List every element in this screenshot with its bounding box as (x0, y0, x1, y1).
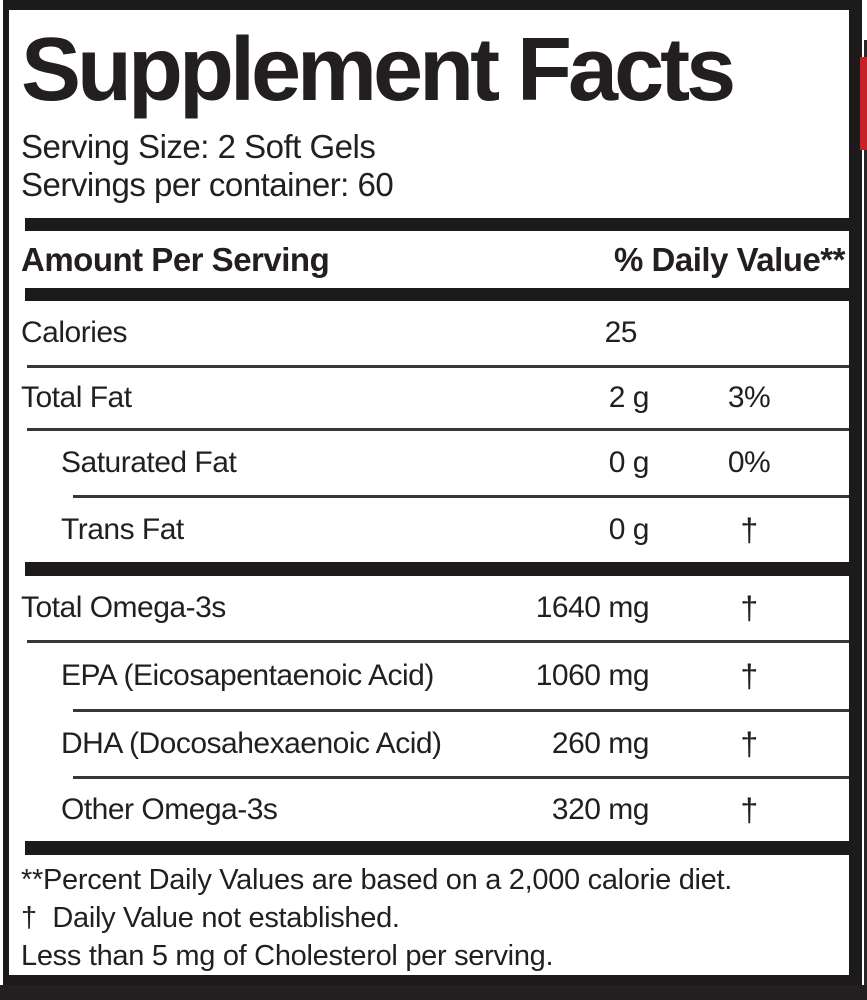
nutrient-amount: 0 g (608, 446, 650, 479)
nutrient-daily-value: † (740, 725, 758, 762)
column-header-amount-per-serving: Amount Per Serving (21, 240, 330, 278)
nutrient-name: EPA (Eicosapentaenoic Acid) (61, 659, 434, 692)
nutrient-amount: 1640 mg (535, 591, 650, 624)
nutrient-amount: 2 g (608, 381, 650, 414)
footnotes: **Percent Daily Values are based on a 2,… (21, 855, 849, 975)
nutrient-name: Trans Fat (61, 513, 184, 546)
nutrient-amount: 1060 mg (535, 659, 650, 692)
thin-divider-indented (73, 709, 849, 712)
thin-divider (27, 428, 849, 431)
red-accent-strip (860, 57, 867, 150)
table-header: Amount Per Serving % Daily Value** (21, 231, 849, 288)
nutrient-amount: 320 mg (551, 793, 650, 826)
nutrient-daily-value: 3% (727, 381, 771, 414)
footnote-daily-value-not-established: † Daily Value not established. (21, 902, 400, 934)
thin-divider (27, 640, 849, 643)
nutrient-amount: 260 mg (551, 727, 650, 760)
thin-divider (27, 365, 849, 368)
table-row-epa: EPA (Eicosapentaenoic Acid) 1060 mg † (21, 643, 849, 709)
servings-per-container: Servings per container: 60 (21, 166, 394, 203)
nutrient-amount: 25 (604, 316, 638, 349)
table-row-total-omega-3s: Total Omega-3s 1640 mg † (21, 576, 849, 640)
table-row-calories: Calories 25 (21, 301, 849, 365)
table-row-dha: DHA (Docosahexaenoic Acid) 260 mg † (21, 712, 849, 776)
table-row-other-omega-3s: Other Omega-3s 320 mg † (21, 779, 849, 841)
nutrient-name: DHA (Docosahexaenoic Acid) (61, 727, 442, 760)
supplement-facts-panel: Supplement Facts Serving Size: 2 Soft Ge… (3, 0, 862, 985)
nutrient-name: Saturated Fat (61, 446, 237, 479)
scan-edge-line (864, 40, 867, 1000)
nutrient-daily-value: 0% (727, 446, 771, 479)
nutrient-name: Calories (21, 316, 128, 349)
nutrient-daily-value: † (740, 511, 758, 548)
thick-divider (25, 218, 849, 231)
nutrient-amount: 0 g (608, 513, 650, 546)
footnote-cholesterol: Less than 5 mg of Cholesterol per servin… (21, 940, 554, 972)
footnote-percent-daily-values: **Percent Daily Values are based on a 2,… (21, 864, 733, 896)
table-row-total-fat: Total Fat 2 g 3% (21, 368, 849, 428)
serving-info: Serving Size: 2 Soft Gels Servings per c… (21, 128, 849, 204)
nutrient-daily-value: † (740, 589, 758, 626)
table-row-trans-fat: Trans Fat 0 g † (21, 498, 849, 562)
nutrient-name: Other Omega-3s (61, 793, 278, 826)
nutrient-daily-value: † (740, 791, 758, 828)
table-row-saturated-fat: Saturated Fat 0 g 0% (21, 431, 849, 495)
bottom-black-band (0, 985, 867, 1000)
nutrient-name: Total Fat (21, 381, 132, 414)
nutrient-name: Total Omega-3s (21, 591, 226, 624)
column-header-daily-value: % Daily Value** (614, 240, 845, 278)
nutrient-daily-value: † (740, 657, 758, 694)
thick-divider (25, 288, 849, 301)
thick-divider (25, 562, 849, 576)
thick-divider (25, 841, 849, 855)
thin-divider-indented (73, 495, 849, 498)
thin-divider-indented (73, 776, 849, 779)
serving-size: Serving Size: 2 Soft Gels (21, 128, 376, 165)
panel-title: Supplement Facts (21, 20, 736, 120)
